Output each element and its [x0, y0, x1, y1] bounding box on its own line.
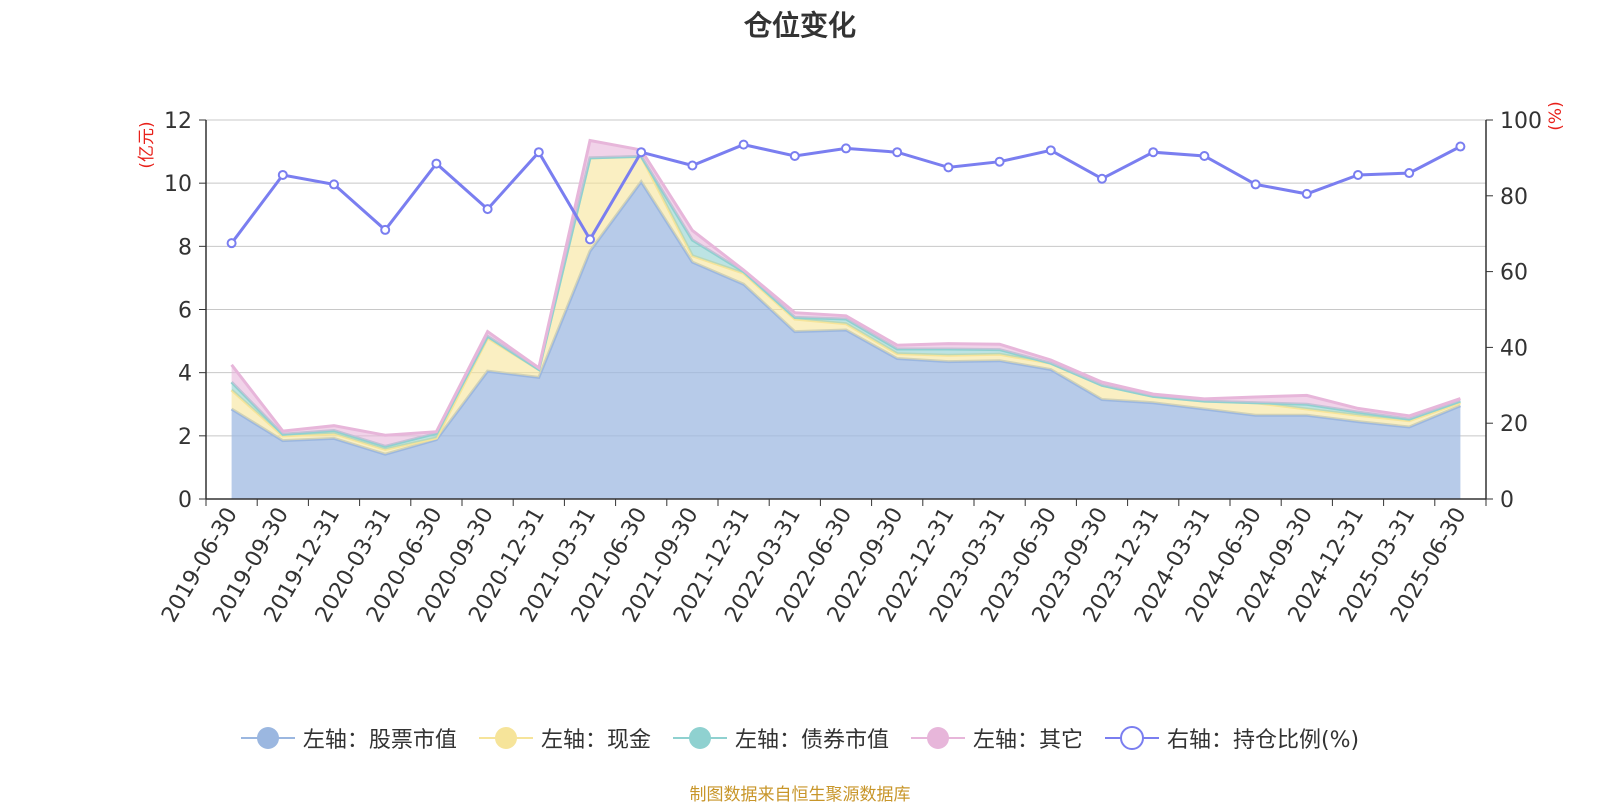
chart-title: 仓位变化 — [743, 9, 856, 42]
ratio-point — [482, 204, 493, 215]
ratio-point — [1045, 145, 1056, 156]
ratio-point — [841, 143, 851, 154]
left-axis-label: (亿元) — [137, 121, 157, 168]
area-layer — [230, 138, 1461, 499]
left-tick-label: 8 — [178, 235, 192, 260]
ratio-point — [1404, 168, 1415, 179]
left-tick-label: 2 — [178, 425, 192, 450]
ratio-point — [892, 147, 903, 158]
legend-marker-ratio-icon — [1104, 726, 1159, 750]
area-edge-series-3 — [230, 138, 1461, 437]
ratio-point — [1199, 151, 1210, 162]
legend: 左轴：股票市值 左轴：现金 左轴：债券市值 左轴：其它 右轴：持仓比例(%) — [0, 722, 1600, 754]
ratio-point — [1455, 141, 1466, 152]
ratio-point — [636, 147, 647, 158]
right-tick-label: 100 — [1500, 109, 1542, 134]
ratio-point — [329, 179, 339, 190]
ratio-point — [533, 147, 544, 158]
legend-label-cash: 左轴：现金 — [540, 728, 651, 753]
right-axis-label: (%) — [1546, 101, 1566, 130]
ratio-point — [380, 224, 391, 235]
ratio-point — [585, 234, 595, 245]
ratio-line — [230, 143, 1462, 245]
legend-label-other: 左轴：其它 — [972, 728, 1083, 753]
left-tick-label: 12 — [164, 109, 192, 134]
ratio-point — [431, 158, 442, 169]
legend-marker-other-icon — [910, 727, 965, 749]
left-tick-label: 10 — [164, 172, 192, 197]
left-tick-label: 6 — [178, 299, 192, 324]
legend-item-other[interactable]: 左轴：其它 — [910, 722, 1083, 754]
area-series-0 — [231, 181, 1461, 499]
legend-item-bond[interactable]: 左轴：债券市值 — [672, 722, 889, 754]
legend-marker-stock-icon — [240, 727, 295, 749]
legend-item-stock[interactable]: 左轴：股票市值 — [240, 722, 457, 754]
legend-label-ratio: 右轴：持仓比例(%) — [1166, 728, 1360, 753]
ratio-point — [994, 156, 1005, 167]
line-layer — [226, 139, 1466, 249]
right-tick-label: 40 — [1500, 336, 1528, 361]
ratio-point — [1250, 179, 1261, 190]
source-note: 制图数据来自恒生聚源数据库 — [689, 785, 911, 805]
right-tick-label: 20 — [1500, 412, 1528, 437]
legend-item-cash[interactable]: 左轴：现金 — [478, 722, 651, 754]
ratio-point — [687, 160, 698, 171]
ratio-point — [1301, 188, 1312, 199]
left-tick-label: 0 — [178, 488, 192, 513]
ratio-point — [1353, 169, 1363, 180]
legend-marker-cash-icon — [478, 727, 533, 749]
ratio-point — [277, 169, 288, 180]
legend-label-bond: 左轴：债券市值 — [734, 728, 889, 753]
left-tick-label: 4 — [178, 362, 192, 387]
legend-label-stock: 左轴：股票市值 — [302, 728, 457, 753]
right-tick-label: 80 — [1500, 185, 1528, 210]
ratio-point — [1148, 147, 1159, 158]
right-tick-label: 60 — [1500, 261, 1528, 286]
ratio-point — [943, 162, 954, 173]
right-tick-label: 0 — [1500, 488, 1514, 513]
legend-marker-bond-icon — [672, 727, 727, 749]
ratio-point — [1097, 173, 1107, 184]
ratio-point — [789, 151, 800, 162]
ratio-point — [226, 238, 237, 249]
legend-item-ratio[interactable]: 右轴：持仓比例(%) — [1104, 722, 1360, 754]
ratio-point — [738, 139, 749, 150]
